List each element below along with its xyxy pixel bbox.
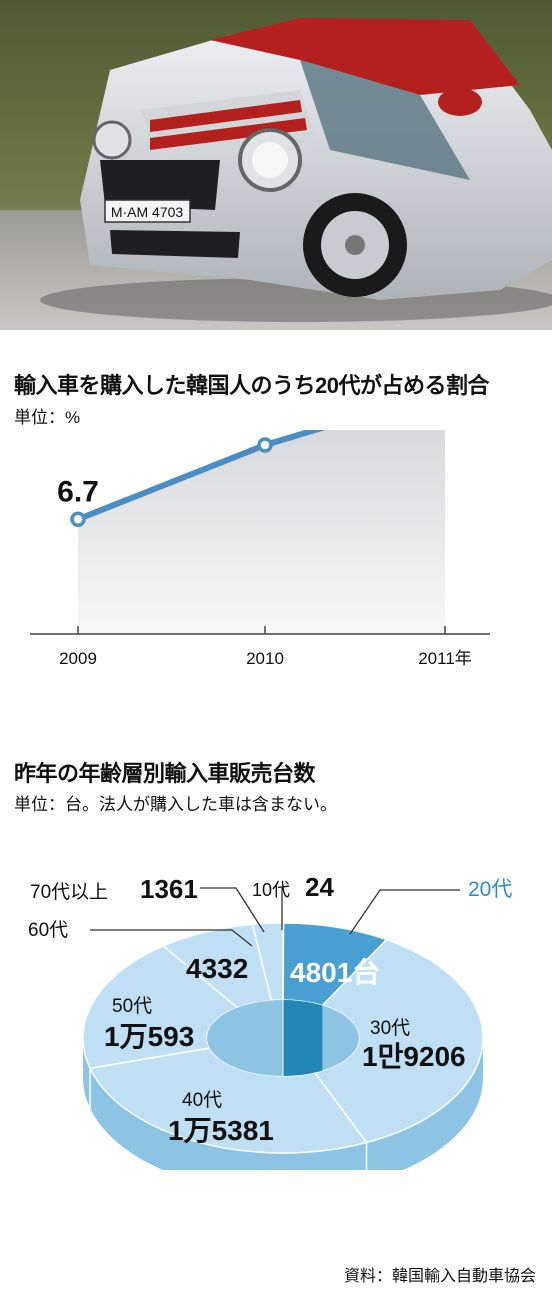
slice-label: 30代 xyxy=(370,1017,410,1039)
slice-label: 50代 xyxy=(112,995,152,1017)
slice-30代 xyxy=(313,938,484,1144)
slice-label: 1만9206 xyxy=(362,1041,466,1072)
slice-label: 70代以上 xyxy=(30,881,108,903)
source-note: 資料：韓国輸入自動車協会 xyxy=(343,1268,536,1285)
donut-chart-unit: 単位：台。法人が購入した車は含まない。 xyxy=(14,795,337,814)
slice-label: 40代 xyxy=(182,1089,222,1111)
data-point xyxy=(70,511,86,527)
data-point xyxy=(257,437,273,453)
slice-label: 4801台 xyxy=(290,956,380,988)
x-tick-label: 2010 xyxy=(246,649,284,668)
leader-line xyxy=(349,889,460,935)
leader-line xyxy=(200,887,265,933)
slice-label: 1361 xyxy=(140,874,198,904)
slice-label: 4332 xyxy=(186,953,248,984)
slice-label: 1万5381 xyxy=(168,1115,274,1146)
slice-label: 1万593 xyxy=(104,1021,194,1052)
slice-label: 10代 xyxy=(252,880,290,900)
plate-text: M·AM 4703 xyxy=(111,204,184,220)
line-chart-title: 輸入車を購入した韓国人のうち20代が占める割合 xyxy=(14,373,489,398)
line-chart-unit: 単位：% xyxy=(14,408,81,427)
leader-line xyxy=(90,929,253,947)
slice-label: 20代 xyxy=(468,878,512,901)
slice-label: 60代 xyxy=(28,919,68,941)
x-tick-label: 2009 xyxy=(59,649,97,668)
data-label: 6.7 xyxy=(57,475,99,508)
line-area xyxy=(78,430,445,634)
data-label: 7.8 xyxy=(244,430,286,432)
slice-label: 24 xyxy=(305,872,334,902)
car-photo: M·AM 4703 xyxy=(0,0,552,330)
hole-highlight xyxy=(283,1000,323,1076)
donut-hole xyxy=(207,1000,359,1076)
donut-chart-title: 昨年の年齢層別輸入車販売台数 xyxy=(14,761,316,786)
x-tick-label: 2011年 xyxy=(418,649,472,668)
